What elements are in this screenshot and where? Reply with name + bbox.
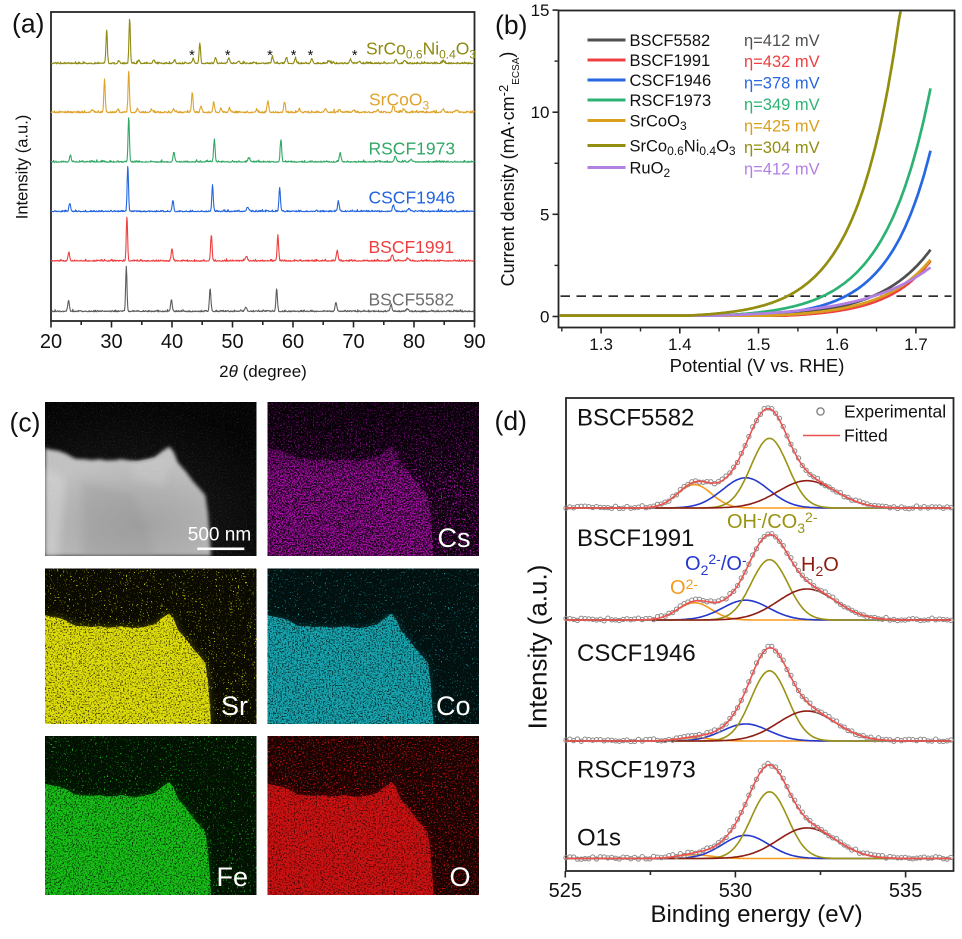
svg-text:80: 80 [403, 331, 425, 353]
svg-text:RSCF1973: RSCF1973 [630, 92, 712, 110]
svg-text:(c): (c) [10, 408, 41, 438]
svg-text:Cs: Cs [438, 523, 471, 553]
svg-text:5: 5 [540, 205, 549, 224]
svg-text:CSCF1946: CSCF1946 [630, 72, 712, 90]
svg-text:CSCF1946: CSCF1946 [369, 188, 456, 208]
svg-text:O1s: O1s [577, 825, 621, 852]
svg-text:RuO2: RuO2 [630, 160, 671, 181]
svg-text:Co: Co [436, 691, 471, 721]
svg-text:Sr: Sr [221, 691, 248, 721]
svg-text:70: 70 [342, 331, 364, 353]
svg-text:15: 15 [531, 1, 550, 20]
svg-text:η=425 mV: η=425 mV [744, 118, 820, 136]
svg-text:525: 525 [549, 880, 582, 902]
svg-text:(b): (b) [495, 10, 527, 40]
svg-text:Intensity (a.u.): Intensity (a.u.) [523, 565, 553, 730]
svg-text:Experimental: Experimental [844, 402, 946, 422]
svg-text:η=378 mV: η=378 mV [744, 75, 820, 93]
svg-text:1.7: 1.7 [904, 335, 928, 354]
svg-text:BSCF1991: BSCF1991 [577, 525, 694, 552]
svg-text:Fitted: Fitted [844, 426, 888, 446]
svg-text:(a): (a) [12, 9, 44, 39]
svg-text:60: 60 [282, 331, 304, 353]
svg-text:*: * [352, 48, 358, 64]
svg-text:500 nm: 500 nm [188, 525, 251, 546]
svg-text:BSCF1991: BSCF1991 [369, 237, 455, 257]
svg-text:Potential (V vs. RHE): Potential (V vs. RHE) [670, 355, 845, 376]
svg-text:η=304 mV: η=304 mV [744, 139, 820, 157]
svg-text:*: * [308, 48, 314, 64]
svg-text:RSCF1973: RSCF1973 [369, 139, 456, 159]
svg-text:BSCF5582: BSCF5582 [369, 290, 455, 310]
svg-text:CSCF1946: CSCF1946 [577, 640, 696, 667]
svg-text:1.3: 1.3 [589, 335, 613, 354]
svg-text:O: O [449, 862, 470, 892]
svg-text:*: * [189, 48, 195, 64]
svg-text:OH-/CO32-: OH-/CO32- [727, 509, 818, 536]
svg-text:10: 10 [531, 103, 550, 122]
svg-text:1.4: 1.4 [668, 335, 692, 354]
svg-text:*: * [225, 48, 231, 64]
svg-text:1.6: 1.6 [825, 335, 849, 354]
svg-text:Intensity (a.u.): Intensity (a.u.) [14, 115, 32, 220]
svg-text:BSCF1991: BSCF1991 [630, 52, 711, 70]
svg-text:*: * [291, 48, 297, 64]
svg-text:*: * [267, 48, 273, 64]
svg-text:40: 40 [161, 331, 183, 353]
svg-text:SrCoO3: SrCoO3 [369, 90, 429, 113]
svg-text:(d): (d) [495, 406, 527, 436]
svg-text:535: 535 [889, 880, 922, 902]
svg-text:η=432 mV: η=432 mV [744, 53, 820, 71]
svg-text:20: 20 [40, 331, 62, 353]
svg-text:2θ (degree): 2θ (degree) [219, 362, 307, 381]
svg-text:SrCoO3: SrCoO3 [630, 113, 687, 134]
svg-text:η=412 mV: η=412 mV [744, 161, 820, 179]
svg-text:90: 90 [463, 331, 485, 353]
svg-text:50: 50 [221, 331, 243, 353]
svg-text:BSCF5582: BSCF5582 [577, 405, 694, 432]
svg-text:BSCF5582: BSCF5582 [630, 32, 711, 50]
svg-text:η=412 mV: η=412 mV [744, 32, 820, 50]
svg-text:1.5: 1.5 [747, 335, 771, 354]
svg-text:η=349 mV: η=349 mV [744, 96, 820, 114]
svg-text:530: 530 [719, 880, 752, 902]
svg-text:0: 0 [540, 308, 549, 327]
svg-text:30: 30 [100, 331, 122, 353]
svg-text:RSCF1973: RSCF1973 [577, 757, 696, 784]
svg-text:Binding energy (eV): Binding energy (eV) [650, 901, 862, 928]
svg-text:Fe: Fe [216, 862, 248, 892]
